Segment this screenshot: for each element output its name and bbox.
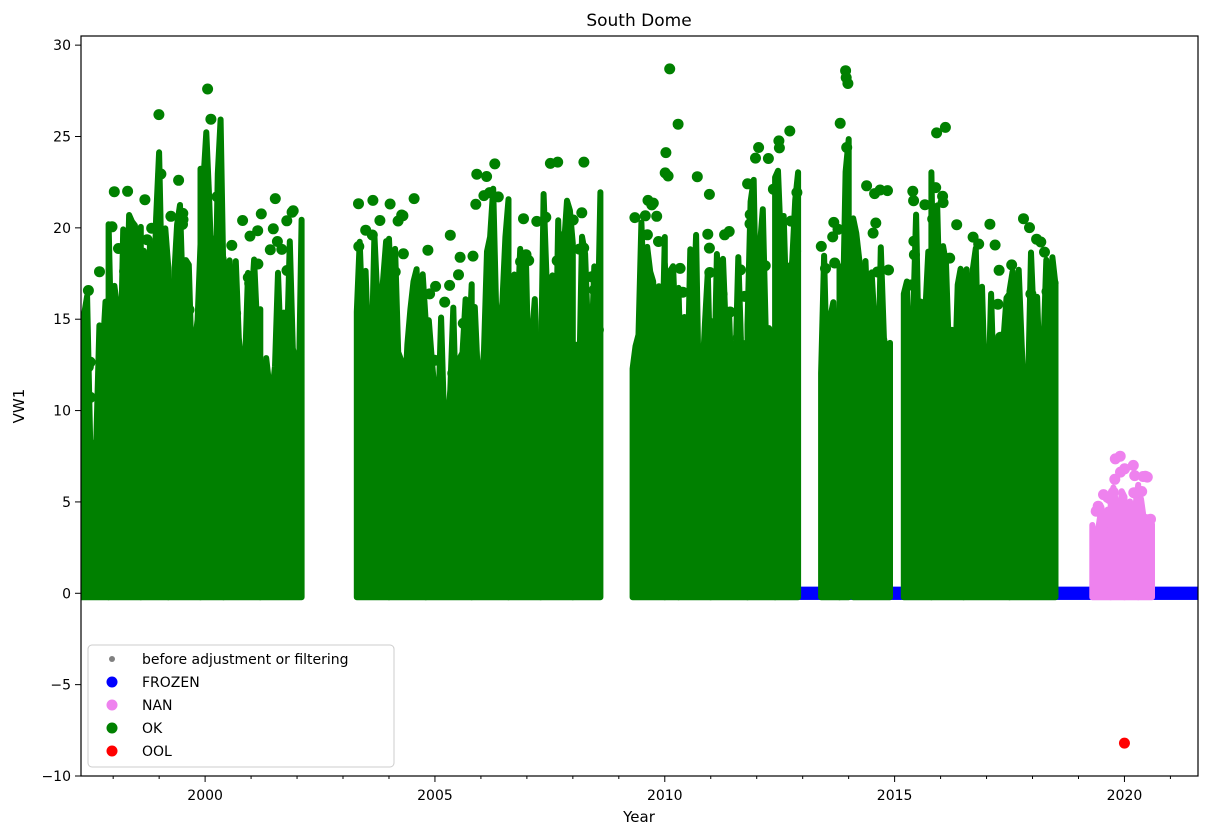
ok-period-1 [105,185,144,601]
ok-peak-26 [1018,213,1029,225]
legend-marker [106,722,118,734]
legend-marker [106,699,118,711]
ok-peak-6 [269,193,281,205]
x-tick-label-4: 2020 [1107,788,1143,804]
legend-label: before adjustment or filtering [142,652,349,668]
ok-peak-0 [94,266,105,278]
legend-marker [109,656,115,662]
y-tick-label-6: 20 [53,221,71,237]
nan-peak-2 [1127,459,1139,471]
ool-point-0 [1118,737,1130,749]
y-tick-label-3: 5 [62,495,71,511]
y-tick-label-2: 0 [62,586,71,602]
legend-box [87,644,395,768]
ok-peak-12 [552,156,564,168]
y-axis-label: VW1 [10,389,28,424]
ok-period-14 [629,194,668,601]
nan-peak-3 [1139,470,1151,482]
x-tick-label-3: 2015 [877,788,913,804]
ok-peak-1 [122,185,134,197]
ok-period-26 [1006,213,1059,601]
ok-period-17 [707,226,751,601]
ok-period-21 [834,65,854,601]
plot-frame [80,35,1199,777]
ok-period-11 [505,213,544,601]
ok-peak-23 [907,185,919,197]
legend: before adjustment or filtering FROZEN NAN O… [87,644,395,768]
y-tick-label-8: 30 [53,38,71,54]
ok-period-23 [900,185,935,601]
ok-period-5 [218,215,264,601]
ok-period-8 [384,193,429,601]
ok-period-2 [137,109,172,601]
ok-peak-4 [202,83,214,95]
legend-marker [106,676,118,688]
ok-peak-16 [691,171,703,183]
legend-item-nan: NAN [106,698,173,714]
legend-marker [106,745,118,757]
legend-item-frozen: FROZEN [106,675,200,691]
x-tick-label-2: 2010 [647,788,683,804]
x-tick-label-0: 2000 [187,788,223,804]
ok-peak-14 [642,194,654,206]
y-tick-label-7: 25 [53,129,71,145]
ok-period-19 [772,125,803,601]
y-tick-label-0: −10 [41,769,71,785]
ok-peak-2 [153,109,165,121]
y-tick-label-5: 15 [53,312,71,328]
ok-peak-7 [367,194,379,206]
ok-period-16 [674,171,716,601]
nan-peak-0 [1098,489,1109,501]
ok-peak-3 [173,174,185,186]
ok-period-3 [164,174,204,601]
ok-period-10 [467,158,514,601]
y-tick-label-1: −5 [50,678,71,694]
ok-period-22 [848,180,894,601]
nan-peak-1 [1114,450,1126,462]
ok-period-7 [353,194,392,601]
x-tick-label-1: 2005 [417,788,453,804]
legend-item-ool: OOL [106,744,172,760]
ok-peak-20 [828,216,840,228]
ok-peak-5 [237,215,249,226]
axes: −10 −5 0 5 10 15 20 25 30 2000 2005 2010 2015 2020 [41,38,1171,804]
legend-label: NAN [142,698,173,714]
chart-title: South Dome [586,11,691,31]
ok-peak-15 [664,63,676,75]
legend-label: FROZEN [142,675,200,691]
y-tick-label-4: 10 [53,404,71,420]
ok-peak-9 [444,229,456,241]
ok-peak-21 [840,65,852,77]
ok-peak-13 [578,156,590,168]
ok-period-6 [255,193,305,601]
ok-peak-19 [784,125,796,137]
legend-label: OOL [142,744,172,760]
legend-label: OK [142,721,163,737]
ok-period-24 [927,121,967,601]
x-axis-label: Year [622,808,656,826]
nan-period-3 [1135,470,1156,601]
ok-period-13 [567,156,604,601]
ok-peak-10 [489,158,501,170]
ok-peak-8 [408,193,420,205]
ok-peak-11 [518,213,529,225]
ok-period-25 [960,218,1013,601]
data-layer [81,63,1198,749]
ok-peak-18 [753,142,765,153]
legend-item-before-adjustment-or-filtering: before adjustment or filtering [109,652,349,668]
legend-item-ok: OK [106,721,163,737]
ok-peak-22 [861,180,873,192]
ok-period-12 [537,156,576,601]
nan-period-1 [1107,450,1128,601]
ok-period-9 [422,229,475,601]
ok-peak-17 [723,226,735,237]
ok-peak-24 [939,121,951,133]
ok-peak-25 [984,218,996,230]
